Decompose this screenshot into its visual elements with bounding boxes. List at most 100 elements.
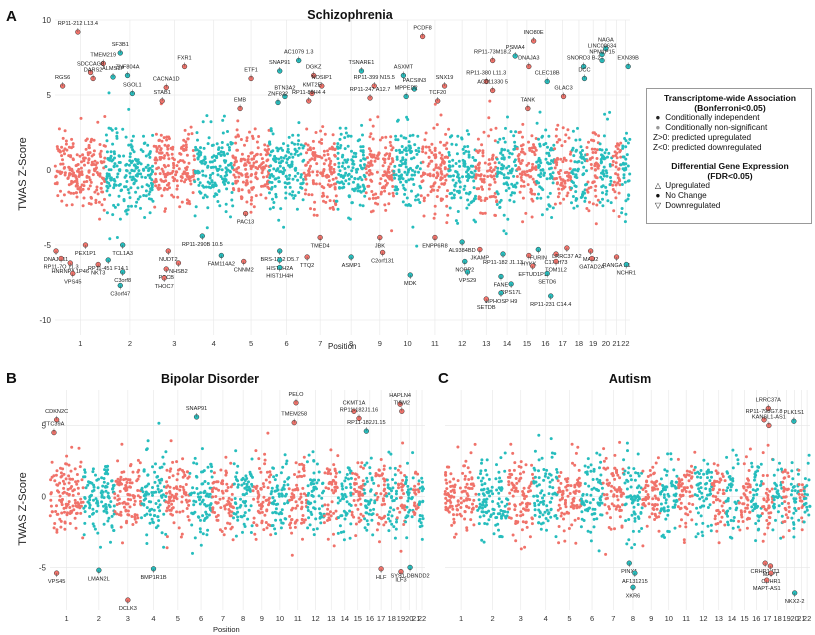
snp-point (499, 166, 503, 170)
snp-point (128, 505, 132, 509)
gene-label: CLEC18B (535, 71, 560, 77)
snp-point (521, 143, 525, 147)
snp-point (242, 482, 246, 485)
chr-9-points (364, 115, 396, 233)
snp-point (521, 122, 525, 126)
snp-point (236, 515, 240, 519)
snp-point (165, 187, 169, 191)
snp-point (131, 494, 135, 498)
snp-point (70, 203, 74, 207)
snp-point (87, 146, 91, 150)
snp-point (508, 472, 512, 476)
snp-point (241, 180, 245, 184)
snp-point (417, 482, 421, 486)
snp-point (115, 512, 119, 516)
snp-point (618, 515, 622, 519)
snp-point (562, 512, 566, 516)
snp-point (269, 150, 273, 154)
snp-point (211, 481, 215, 485)
snp-point (399, 180, 403, 184)
snp-point (119, 475, 123, 479)
snp-point (357, 475, 361, 479)
snp-point (496, 192, 500, 196)
snp-point (612, 209, 616, 213)
snp-point (244, 474, 248, 478)
snp-point (170, 502, 174, 506)
snp-point (329, 472, 333, 476)
snp-point (439, 170, 443, 173)
snp-point (452, 477, 456, 481)
snp-point (272, 167, 276, 171)
snp-point (361, 514, 365, 518)
snp-point (154, 490, 158, 494)
snp-point (340, 484, 344, 488)
snp-point (533, 504, 537, 508)
snp-point (404, 520, 408, 524)
snp-point (386, 513, 390, 517)
chr-17-points (374, 458, 388, 544)
gene-label: RP11-182 J1.13 (483, 260, 523, 266)
gene-label: ILF3 (395, 578, 406, 584)
snp-point (537, 166, 541, 169)
snp-point (406, 118, 410, 121)
snp-point (569, 484, 573, 488)
snp-point (594, 222, 598, 226)
snp-point (570, 501, 574, 505)
snp-point (295, 504, 299, 508)
snp-point (179, 152, 183, 156)
snp-point (71, 142, 75, 146)
snp-point (150, 507, 154, 511)
snp-point (67, 481, 71, 485)
snp-point (605, 482, 609, 486)
snp-point (164, 179, 168, 183)
snp-point (419, 194, 423, 198)
x-tick-label: 1 (64, 614, 68, 623)
snp-point (305, 460, 309, 464)
snp-point (637, 474, 641, 478)
snp-point (135, 479, 139, 483)
snp-point (358, 175, 362, 179)
snp-point (616, 504, 620, 508)
snp-point (290, 496, 294, 500)
snp-point (622, 176, 626, 180)
snp-point (512, 486, 516, 489)
snp-point (495, 174, 499, 178)
snp-point (592, 180, 596, 184)
snp-point (553, 492, 557, 496)
snp-point (354, 187, 357, 191)
snp-point (260, 162, 264, 166)
snp-point (161, 170, 165, 173)
snp-point (524, 494, 528, 498)
snp-point (150, 517, 154, 521)
snp-point (476, 508, 480, 512)
snp-point (81, 204, 85, 208)
snp-point (207, 136, 211, 140)
snp-point (203, 490, 207, 494)
snp-point (510, 152, 514, 156)
snp-point (602, 447, 606, 451)
snp-point (479, 472, 482, 476)
snp-point (359, 502, 363, 506)
snp-point (296, 475, 299, 479)
snp-point (491, 507, 495, 511)
snp-point (605, 511, 609, 515)
snp-point (353, 487, 356, 491)
snp-point (162, 512, 166, 516)
snp-point (168, 485, 172, 489)
snp-point (68, 522, 72, 525)
snp-point (474, 492, 478, 496)
snp-point (602, 493, 606, 497)
snp-point (489, 166, 493, 170)
snp-point (160, 139, 164, 143)
snp-point (485, 511, 489, 515)
snp-point (509, 193, 513, 197)
snp-point (206, 165, 210, 169)
snp-point (467, 155, 471, 159)
snp-point (119, 525, 123, 529)
snp-point (560, 511, 564, 515)
snp-point (93, 159, 97, 163)
snp-point (410, 157, 413, 161)
snp-point (397, 486, 400, 490)
snp-point (60, 199, 64, 203)
snp-point (205, 504, 209, 508)
